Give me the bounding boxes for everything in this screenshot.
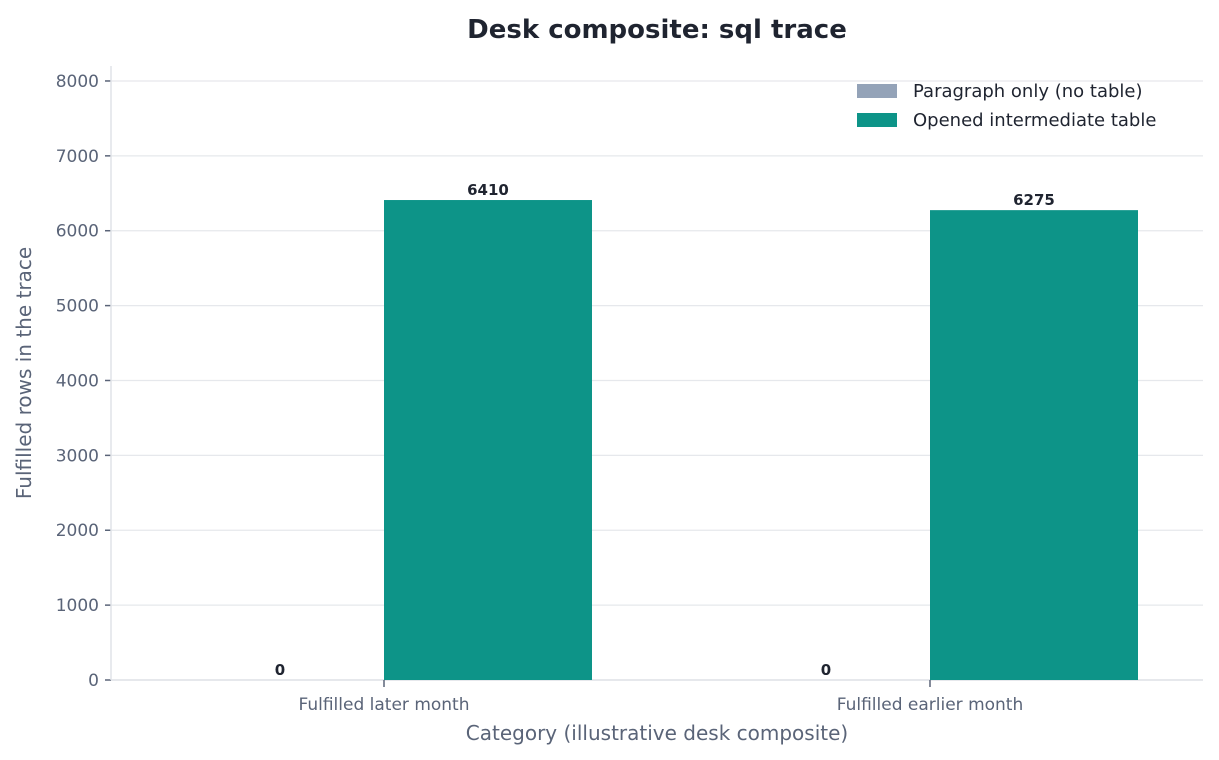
- legend-swatch: [857, 113, 897, 127]
- y-tick-label: 7000: [56, 147, 99, 167]
- bars: [384, 200, 1138, 680]
- x-tick-label: Fulfilled later month: [299, 695, 470, 715]
- data-label: 0: [275, 661, 285, 679]
- grid-lines: [111, 80, 1203, 681]
- y-tick-label: 3000: [56, 446, 99, 466]
- x-tick-label: Fulfilled earlier month: [837, 695, 1024, 715]
- x-axis-label: Category (illustrative desk composite): [466, 721, 848, 745]
- data-labels: 0 6410 0 6275: [275, 181, 1055, 679]
- bar: [930, 210, 1138, 680]
- legend: Paragraph only (no table) Opened intermed…: [857, 81, 1156, 131]
- data-label: 6410: [467, 181, 509, 199]
- legend-label: Opened intermediate table: [913, 110, 1156, 131]
- y-tick-label: 4000: [56, 371, 99, 391]
- data-label: 6275: [1013, 191, 1055, 209]
- bar: [384, 200, 592, 680]
- legend-swatch: [857, 84, 897, 98]
- y-tick-label: 5000: [56, 297, 99, 317]
- y-axis-label: Fulfilled rows in the trace: [12, 247, 36, 499]
- y-tick-label: 0: [88, 671, 99, 691]
- y-tick-label: 8000: [56, 72, 99, 92]
- data-label: 0: [821, 661, 831, 679]
- y-tick-label: 2000: [56, 521, 99, 541]
- chart-title: Desk composite: sql trace: [467, 15, 847, 45]
- y-tick-label: 6000: [56, 222, 99, 242]
- legend-label: Paragraph only (no table): [913, 81, 1143, 102]
- y-tick-label: 1000: [56, 596, 99, 616]
